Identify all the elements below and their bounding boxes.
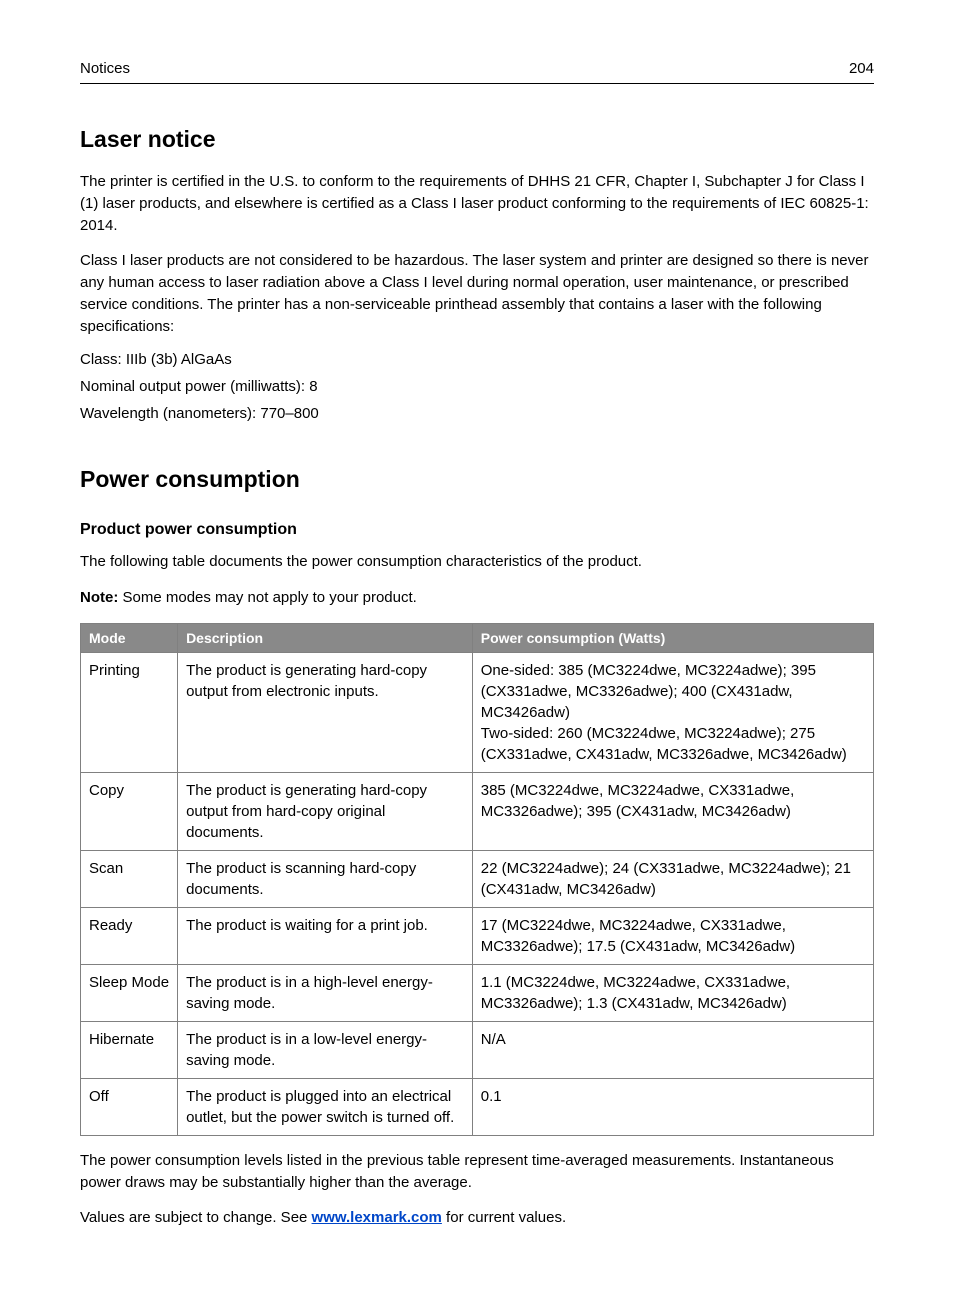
cell-watts: 1.1 (MC3224dwe, MC3224adwe, CX331adwe, M…: [472, 964, 873, 1021]
cell-mode: Hibernate: [81, 1021, 178, 1078]
cell-watts: 22 (MC3224adwe); 24 (CX331adwe, MC3224ad…: [472, 850, 873, 907]
table-row: Sleep ModeThe product is in a high-level…: [81, 964, 874, 1021]
document-page: Notices 204 Laser notice The printer is …: [0, 0, 954, 1303]
laser-spec-wavelength: Wavelength (nanometers): 770–800: [80, 405, 874, 422]
cell-watts: 385 (MC3224dwe, MC3224adwe, CX331adwe, M…: [472, 772, 873, 850]
table-row: OffThe product is plugged into an electr…: [81, 1078, 874, 1135]
cell-mode: Off: [81, 1078, 178, 1135]
cell-mode: Printing: [81, 652, 178, 772]
laser-notice-para1: The printer is certified in the U.S. to …: [80, 171, 874, 236]
table-header-row: Mode Description Power consumption (Watt…: [81, 623, 874, 652]
cell-watts: 0.1: [472, 1078, 873, 1135]
cell-mode: Scan: [81, 850, 178, 907]
power-subheading: Product power consumption: [80, 521, 874, 539]
cell-mode: Sleep Mode: [81, 964, 178, 1021]
col-desc-header: Description: [178, 623, 473, 652]
values-change-para: Values are subject to change. See www.le…: [80, 1207, 874, 1229]
table-row: ScanThe product is scanning hard-copy do…: [81, 850, 874, 907]
laser-notice-para2: Class I laser products are not considere…: [80, 250, 874, 337]
cell-watts: N/A: [472, 1021, 873, 1078]
note-text: Some modes may not apply to your product…: [123, 589, 417, 606]
header-section: Notices: [80, 60, 130, 77]
col-mode-header: Mode: [81, 623, 178, 652]
cell-desc: The product is generating hard-copy outp…: [178, 652, 473, 772]
cell-mode: Ready: [81, 907, 178, 964]
cell-desc: The product is generating hard-copy outp…: [178, 772, 473, 850]
note-label: Note:: [80, 589, 123, 606]
power-footer-para: The power consumption levels listed in t…: [80, 1150, 874, 1194]
cell-desc: The product is plugged into an electrica…: [178, 1078, 473, 1135]
power-intro: The following table documents the power …: [80, 551, 874, 573]
header-page-number: 204: [849, 60, 874, 77]
laser-spec-power: Nominal output power (milliwatts): 8: [80, 378, 874, 395]
cell-mode: Copy: [81, 772, 178, 850]
cell-desc: The product is in a high-level energy-sa…: [178, 964, 473, 1021]
cell-watts: 17 (MC3224dwe, MC3224adwe, CX331adwe, MC…: [472, 907, 873, 964]
table-row: HibernateThe product is in a low-level e…: [81, 1021, 874, 1078]
power-note: Note: Some modes may not apply to your p…: [80, 587, 874, 609]
page-header: Notices 204: [80, 60, 874, 84]
laser-notice-heading: Laser notice: [80, 126, 874, 153]
cell-desc: The product is waiting for a print job.: [178, 907, 473, 964]
table-row: ReadyThe product is waiting for a print …: [81, 907, 874, 964]
cell-desc: The product is scanning hard-copy docume…: [178, 850, 473, 907]
values-suffix: for current values.: [442, 1209, 566, 1226]
table-row: CopyThe product is generating hard-copy …: [81, 772, 874, 850]
lexmark-link[interactable]: www.lexmark.com: [312, 1209, 442, 1226]
table-row: PrintingThe product is generating hard-c…: [81, 652, 874, 772]
laser-spec-class: Class: IIIb (3b) AlGaAs: [80, 351, 874, 368]
power-heading: Power consumption: [80, 466, 874, 493]
values-prefix: Values are subject to change. See: [80, 1209, 312, 1226]
col-watts-header: Power consumption (Watts): [472, 623, 873, 652]
power-consumption-table: Mode Description Power consumption (Watt…: [80, 623, 874, 1136]
cell-watts: One-sided: 385 (MC3224dwe, MC3224adwe); …: [472, 652, 873, 772]
cell-desc: The product is in a low-level energy-sav…: [178, 1021, 473, 1078]
